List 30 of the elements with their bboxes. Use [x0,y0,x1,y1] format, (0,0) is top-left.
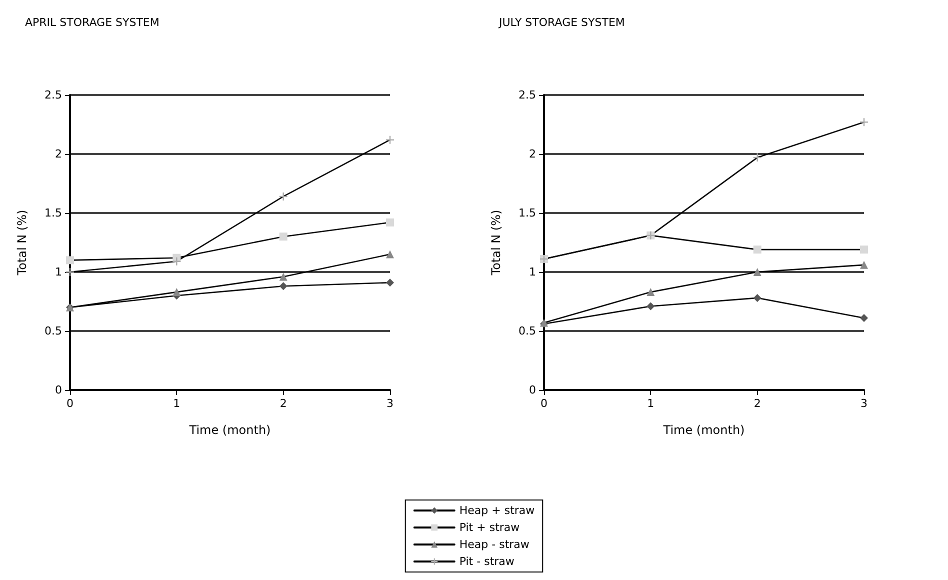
x-tick-label: 3 [386,397,394,410]
legend-label: Pit - straw [459,555,514,568]
legend-label: Heap + straw [459,504,535,517]
y-tick-label: 2.5 [518,88,536,102]
legend-label: Pit + straw [459,521,520,534]
y-tick-label: 0.5 [44,324,62,338]
y-tick-label: 2.5 [44,88,62,102]
x-tick-label: 2 [280,397,287,410]
y-tick-label: 1 [55,266,62,278]
y-axis-title: Total N (%) [15,210,29,276]
y-axis-title: Total N (%) [489,210,503,276]
chart-title: JULY STORAGE SYSTEM [498,16,625,29]
chart-title: APRIL STORAGE SYSTEM [25,16,160,29]
y-tick-label: 0 [55,384,62,396]
x-axis-title: Time (month) [188,423,271,437]
x-tick-label: 2 [754,397,761,410]
x-tick-label: 0 [540,397,548,410]
x-tick-label: 1 [173,397,180,410]
y-tick-label: 0 [529,384,536,396]
x-tick-label: 3 [860,397,868,410]
legend-label: Heap - straw [459,538,530,551]
y-tick-label: 1.5 [44,206,62,220]
x-axis-title: Time (month) [662,423,745,437]
x-tick-label: 0 [66,397,74,410]
y-tick-label: 2 [55,148,62,160]
y-tick-label: 1 [529,266,536,278]
y-tick-label: 1.5 [518,206,536,220]
x-tick-label: 1 [647,397,654,410]
y-tick-label: 0.5 [518,324,536,338]
y-tick-label: 2 [529,148,536,160]
